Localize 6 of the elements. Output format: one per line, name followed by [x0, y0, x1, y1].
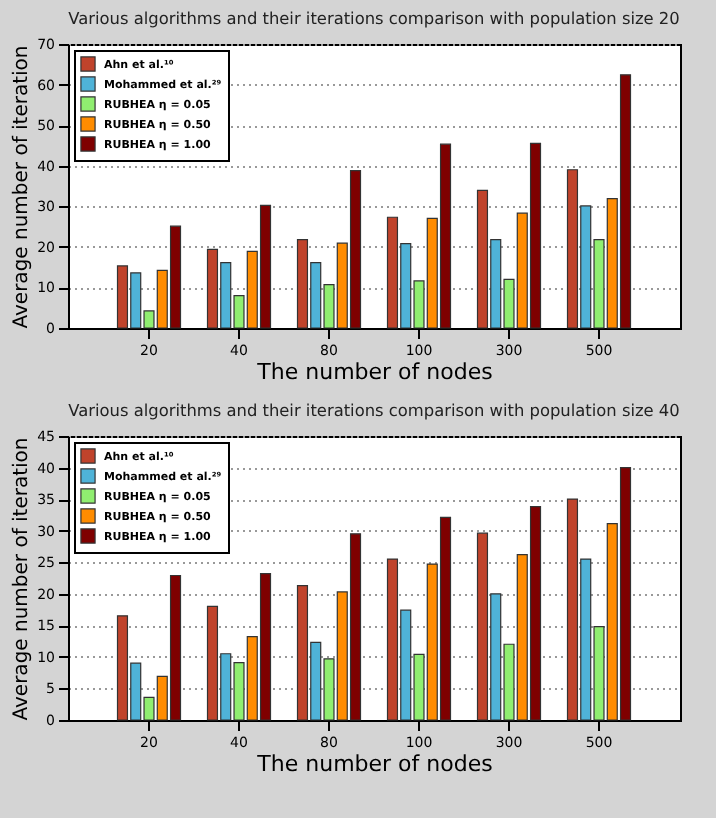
chart-title: Various algorithms and their iterations comparison with population size 20	[68, 7, 680, 28]
y-axis-title: Average number of iteration	[11, 45, 34, 329]
y-axis-title: Average number of iteration	[11, 437, 34, 721]
chart-title: Various algorithms and their iterations comparison with population size 40	[68, 399, 680, 420]
x-axis-title: The number of nodes	[255, 359, 494, 385]
x-axis-title: The number of nodes	[255, 751, 494, 777]
